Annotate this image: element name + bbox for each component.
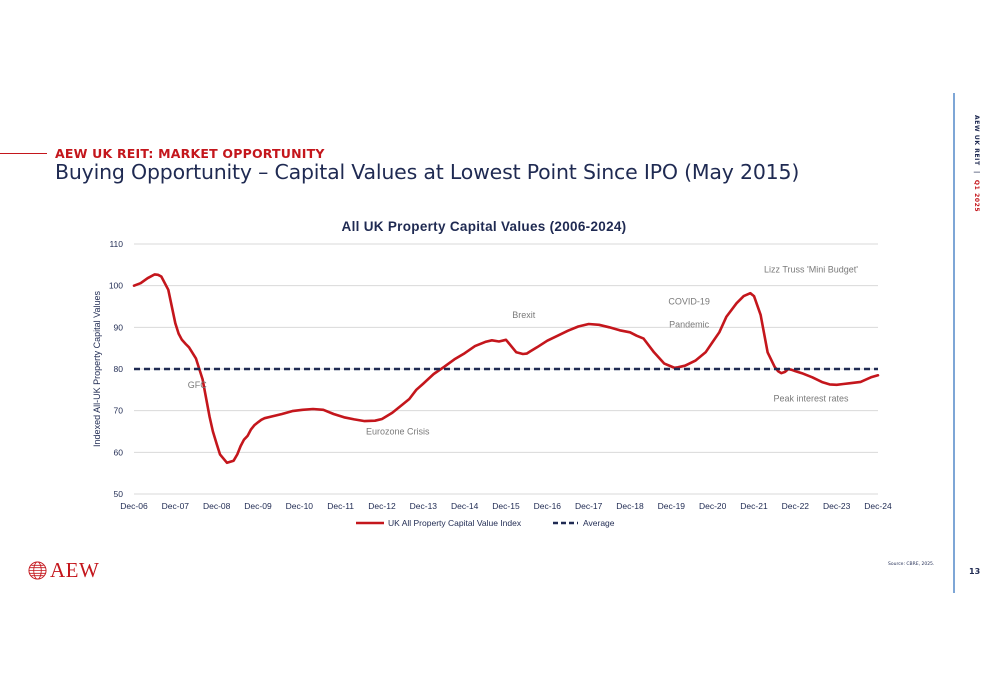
annotation-label: Eurozone Crisis	[366, 426, 430, 436]
x-tick-label: Dec-20	[699, 501, 727, 511]
x-tick-label: Dec-18	[616, 501, 644, 511]
x-tick-label: Dec-07	[162, 501, 190, 511]
logo-text: AEW	[50, 558, 100, 582]
y-tick-label: 110	[109, 239, 123, 249]
x-tick-label: Dec-17	[575, 501, 603, 511]
x-tick-label: Dec-21	[740, 501, 768, 511]
annotation-label: COVID-19	[668, 296, 710, 306]
page-title: Buying Opportunity – Capital Values at L…	[55, 160, 800, 184]
chart-title: All UK Property Capital Values (2006-202…	[342, 219, 627, 234]
x-tick-label: Dec-19	[658, 501, 686, 511]
title-accent-rule	[0, 153, 47, 154]
y-tick-label: 50	[114, 489, 124, 499]
series-lines	[132, 273, 880, 465]
sidebar-company: AEW UK REIT	[973, 115, 980, 166]
source-note: Source: CBRE, 2025.	[888, 562, 935, 567]
page-number: 13	[969, 567, 981, 576]
sidebar-separator: |	[973, 171, 980, 175]
y-tick-label: 70	[114, 406, 124, 416]
globe-logo-icon	[28, 561, 47, 580]
sidebar-period: Q1 2025	[973, 179, 980, 213]
section-title: AEW UK REIT: MARKET OPPORTUNITY	[55, 146, 325, 161]
sidebar-label: AEW UK REIT | Q1 2025	[966, 115, 980, 212]
x-tick-label: Dec-15	[492, 501, 520, 511]
legend: UK All Property Capital Value Index Aver…	[356, 518, 615, 528]
x-tick-label: Dec-22	[782, 501, 810, 511]
sidebar-rule	[953, 93, 955, 593]
x-tick-label: Dec-10	[286, 501, 314, 511]
annotations: GFC Eurozone Crisis Brexit COVID-19 Pandemic…	[188, 264, 859, 436]
annotation-label: Lizz Truss 'Mini Budget'	[764, 264, 858, 274]
x-tick-label: Dec-12	[368, 501, 396, 511]
y-tick-label: 80	[114, 364, 124, 374]
x-tick-label: Dec-13	[410, 501, 438, 511]
y-tick-label: 60	[114, 447, 124, 457]
x-tick-label: Dec-16	[534, 501, 562, 511]
x-tick-label: Dec-14	[451, 501, 479, 511]
annotation-label: GFC	[188, 380, 207, 390]
annotation-label: Pandemic	[669, 319, 710, 329]
x-tick-label: Dec-06	[120, 501, 148, 511]
y-axis-title: Indexed All-UK Property Capital Values	[92, 291, 102, 447]
x-tick-label: Dec-09	[244, 501, 272, 511]
aew-logo: AEW	[28, 558, 99, 583]
annotation-label: Brexit	[512, 310, 536, 320]
x-tick-label: Dec-08	[203, 501, 231, 511]
x-tick-label: Dec-24	[864, 501, 892, 511]
annotation-label: Peak interest rates	[774, 394, 850, 404]
axis-labels: 50 60 70 80 90 100 110 Dec-06 Dec-07 Dec-08 Dec-09…	[109, 239, 892, 511]
x-tick-label: Dec-23	[823, 501, 851, 511]
index-line	[132, 273, 880, 465]
legend-label-index: UK All Property Capital Value Index	[388, 518, 522, 528]
legend-label-average: Average	[583, 518, 615, 528]
y-tick-label: 100	[109, 281, 123, 291]
x-tick-label: Dec-11	[327, 501, 354, 511]
y-tick-label: 90	[114, 322, 124, 332]
